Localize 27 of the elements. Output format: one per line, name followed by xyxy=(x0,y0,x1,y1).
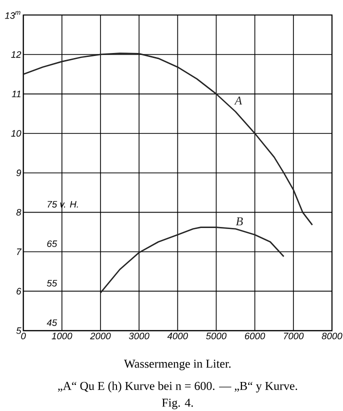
y-tick-label: 9 xyxy=(16,170,22,176)
y2-tick-label: 65 xyxy=(47,240,58,248)
caption: Fig. 4. xyxy=(162,398,193,410)
y-tick-label: 8 xyxy=(16,209,22,216)
y-tick-label: 10 xyxy=(11,130,22,137)
y-tick-label: 7 xyxy=(17,248,22,255)
x-axis-title: Wassermenge in Liter. xyxy=(124,360,231,370)
line-series xyxy=(23,52,313,226)
x-tick-label: 0 xyxy=(21,332,26,340)
x-tick-label: 3000 xyxy=(128,332,150,340)
y-tick-label: 6 xyxy=(16,288,22,294)
x-tick-label: 7000 xyxy=(284,332,304,340)
x-tick-label: 8000 xyxy=(322,332,342,340)
y-tick-label: 12 xyxy=(11,51,22,58)
y-tick-label: 13$^{m}$ xyxy=(4,11,20,19)
y2-tick-label: 55 xyxy=(46,280,58,286)
x-tick-label: 6000 xyxy=(244,332,266,340)
y-tick-label: 11 xyxy=(12,90,20,98)
x-tick-label: 2000 xyxy=(90,332,111,340)
series-label: B xyxy=(236,217,243,226)
x-tick-label: 4000 xyxy=(167,332,188,340)
series-label: A xyxy=(234,96,242,105)
y-tick-label: 5 xyxy=(16,327,22,334)
y2-tick-label: 45 xyxy=(46,319,58,326)
x-tick-label: 5000 xyxy=(206,332,227,340)
x-tick-label: 1000 xyxy=(52,332,72,340)
text: „A“ Qu E (h) Kurve bei n = 600. — „B“ y Kurve. xyxy=(58,382,298,392)
